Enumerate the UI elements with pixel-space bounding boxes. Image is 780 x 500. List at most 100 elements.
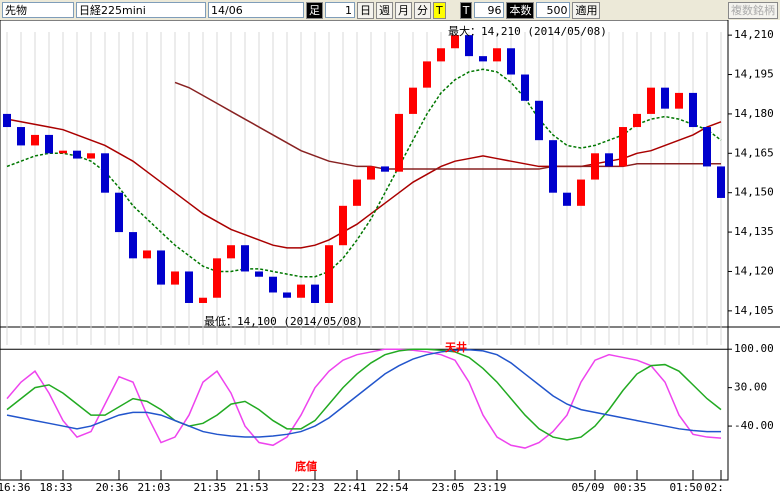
candle xyxy=(549,140,557,193)
apply-button[interactable]: 適用 xyxy=(572,1,601,19)
minute-button[interactable]: 分 xyxy=(414,1,431,19)
candle xyxy=(339,205,347,246)
x-tick-label: 18:33 xyxy=(39,481,72,494)
y-tick-label: 14,165 xyxy=(734,146,774,159)
y-tick-label: -40.00 xyxy=(734,419,774,432)
candle xyxy=(87,153,95,159)
x-tick-label: 22:41 xyxy=(333,481,366,494)
candle xyxy=(689,92,697,128)
month-button[interactable]: 月 xyxy=(395,1,412,19)
y-tick-label: 14,105 xyxy=(734,304,774,317)
x-tick-label: 22:23 xyxy=(291,481,324,494)
candle xyxy=(703,127,711,167)
candle xyxy=(227,245,235,259)
y-tick-label: 14,135 xyxy=(734,225,774,238)
candle xyxy=(3,113,11,128)
day-button[interactable]: 日 xyxy=(357,1,374,19)
x-tick-label: 23:05 xyxy=(431,481,464,494)
y-tick-label: 14,120 xyxy=(734,264,774,277)
market-select[interactable]: 先物 xyxy=(2,2,74,18)
count-input[interactable]: 96 xyxy=(474,2,505,18)
candle xyxy=(101,153,109,193)
line-ma_short xyxy=(6,68,722,278)
y-tick-label: 30.00 xyxy=(734,381,767,394)
candle xyxy=(409,87,417,114)
x-tick-label: 00:35 xyxy=(613,481,646,494)
candle xyxy=(465,35,473,57)
x-tick-label: 21:35 xyxy=(193,481,226,494)
max-label: 最大：14,210 (2014/05/08) xyxy=(448,24,607,38)
y-tick-label: 14,150 xyxy=(734,186,774,199)
candle xyxy=(171,271,179,285)
line-ma_long xyxy=(174,81,721,170)
bottom-label: 底値 xyxy=(295,459,317,473)
candle xyxy=(451,35,459,49)
candle xyxy=(129,232,137,259)
candle xyxy=(325,245,333,303)
x-tick-label: 16:36 xyxy=(0,481,31,494)
candle xyxy=(381,166,389,172)
candle xyxy=(269,276,277,293)
count-input[interactable]: 500 xyxy=(536,2,571,18)
chart: 14,210 14,195 14,180 14,165 14,150 14,135 14,1… xyxy=(0,20,780,494)
x-tick-label: 21:53 xyxy=(235,481,268,494)
candle xyxy=(535,100,543,141)
candle xyxy=(717,166,725,198)
y-tick-label: 14,195 xyxy=(734,68,774,81)
x-tick-label: 22:54 xyxy=(375,481,408,494)
min-label: 最低：14,100 (2014/05/08) xyxy=(204,315,363,328)
candle xyxy=(605,153,613,167)
multi-button[interactable]: 複数銘柄 xyxy=(728,1,778,19)
candle xyxy=(45,134,53,154)
tick-button[interactable]: T xyxy=(459,1,473,19)
candle xyxy=(311,284,319,303)
candle xyxy=(59,150,67,154)
x-tick-label: 21:03 xyxy=(137,481,170,494)
interval-input[interactable]: 1 xyxy=(325,2,355,18)
candle xyxy=(115,192,123,233)
y-tick-label: 14,180 xyxy=(734,107,774,120)
candle xyxy=(353,179,361,206)
candle xyxy=(647,87,655,114)
candle xyxy=(143,250,151,259)
candle xyxy=(199,297,207,303)
candle xyxy=(367,166,375,180)
candle xyxy=(157,250,165,285)
candle xyxy=(479,56,487,62)
y-tick-label: 14,210 xyxy=(734,28,774,41)
candle xyxy=(423,61,431,88)
candle xyxy=(521,74,529,101)
candle xyxy=(213,258,221,298)
line-fast xyxy=(6,348,722,449)
candle xyxy=(619,127,627,167)
candle xyxy=(577,179,585,206)
candle xyxy=(185,271,193,303)
x-tick-label: 02: xyxy=(704,481,724,494)
candle xyxy=(493,48,501,62)
candle xyxy=(675,92,683,109)
candle xyxy=(633,113,641,128)
top-label: 天井 xyxy=(445,340,467,354)
candle xyxy=(283,292,291,298)
plot-frame xyxy=(0,20,729,481)
candle xyxy=(563,192,571,206)
candle xyxy=(297,284,305,298)
candle xyxy=(17,127,25,146)
toolbar: 先物 日経225mini 14/06 足 1 日 週 月 分 T T 96 本数… xyxy=(0,0,780,20)
x-tick-label: 20:36 xyxy=(95,481,128,494)
x-tick-label: 23:19 xyxy=(473,481,506,494)
contract-select[interactable]: 14/06 xyxy=(208,2,304,18)
candle xyxy=(661,87,669,109)
tick-button[interactable]: T xyxy=(433,1,446,19)
candle xyxy=(31,134,39,146)
candle xyxy=(591,153,599,180)
symbol-select[interactable]: 日経225mini xyxy=(76,2,206,18)
count-label: 本数 xyxy=(506,1,535,19)
candle xyxy=(395,113,403,172)
candle xyxy=(437,48,445,62)
x-tick-label: 01:50 xyxy=(669,481,702,494)
candle xyxy=(507,48,515,75)
week-button[interactable]: 週 xyxy=(376,1,393,19)
bar-button[interactable]: 足 xyxy=(306,1,323,19)
candle xyxy=(255,271,263,277)
